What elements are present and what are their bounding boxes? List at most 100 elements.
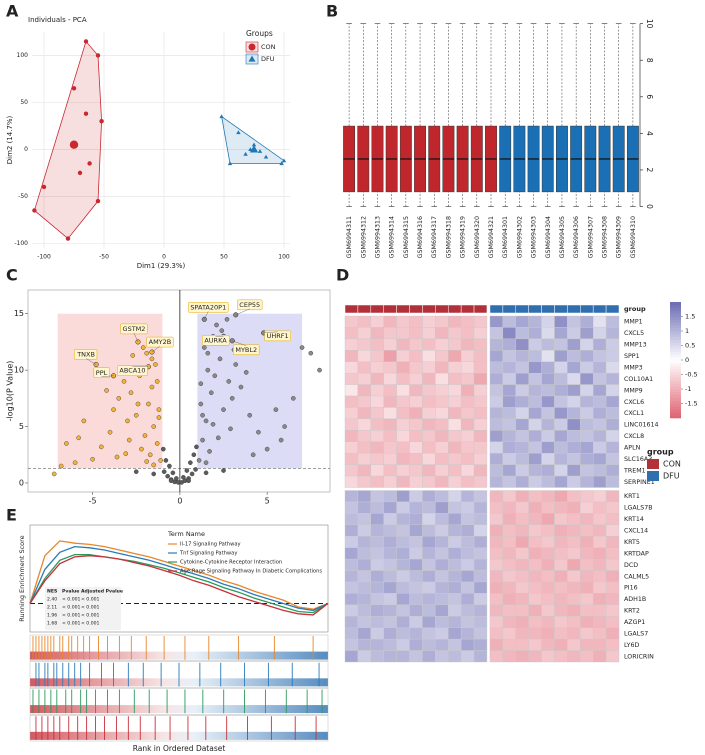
heatmap-cell <box>473 593 488 606</box>
chart-title: Individuals - PCA <box>28 16 87 24</box>
point <box>200 412 205 418</box>
heatmap-cell <box>502 453 516 465</box>
point <box>191 452 197 458</box>
heatmap-cell <box>460 350 475 362</box>
point <box>212 373 218 379</box>
heatmap-cell <box>554 453 568 465</box>
table-header: Pvalue <box>62 589 79 595</box>
heatmap-cell <box>396 547 410 560</box>
heatmap-cell <box>409 490 423 503</box>
colorbar-step <box>670 345 681 349</box>
heatmap-cell <box>370 536 384 548</box>
y-tick-label: 50 <box>20 99 28 106</box>
heatmap-cell <box>580 430 594 442</box>
heatmap-cell <box>580 536 594 548</box>
point <box>202 345 207 350</box>
point <box>160 446 166 452</box>
heatmap-cell <box>541 361 555 374</box>
rank-band <box>30 651 328 660</box>
heatmap-cell <box>541 475 555 488</box>
table-cell: < 0.001 <box>81 605 100 611</box>
heatmap-cell <box>554 650 568 663</box>
point <box>167 463 172 469</box>
y-tick-label: 100 <box>17 52 29 59</box>
colorbar-step <box>670 400 681 404</box>
heatmap-cell <box>502 430 516 442</box>
colorbar-step <box>670 316 681 320</box>
heatmap-cell <box>528 441 542 454</box>
heatmap-cell <box>554 593 568 606</box>
legend-swatch <box>647 459 659 469</box>
heatmap-cell <box>592 581 607 594</box>
x-tick-label: GSM6994306 <box>573 216 580 258</box>
table-cell: < 0.001 <box>81 613 100 619</box>
heatmap-cell <box>383 638 397 651</box>
heatmap-cell <box>383 350 397 362</box>
heatmap-cell <box>515 513 529 525</box>
heatmap-cell <box>357 350 372 362</box>
heatmap-cell <box>344 453 359 465</box>
legend-label: CON <box>261 43 276 51</box>
heatmap-cell <box>541 536 555 548</box>
heatmap-cell <box>554 407 568 420</box>
heatmap-cell <box>344 441 359 454</box>
heatmap-cell <box>541 430 555 442</box>
legend-label: DFU <box>663 472 680 481</box>
colorbar-step <box>670 412 681 416</box>
heatmap-cell <box>383 453 397 465</box>
colorbar-step <box>670 391 681 396</box>
row-label: KRT2 <box>624 608 640 615</box>
heatmap-cell <box>435 407 449 420</box>
heatmap-cell <box>528 407 542 420</box>
heatmap-cell <box>528 627 542 640</box>
heatmap-cell <box>489 430 504 442</box>
point <box>282 424 287 429</box>
heatmap-cell <box>357 604 372 617</box>
colorbar-step <box>670 409 681 413</box>
heatmap-cell <box>502 524 516 537</box>
heatmap-cell <box>580 338 594 351</box>
heatmap-cell <box>396 627 410 640</box>
point <box>194 444 199 450</box>
heatmap-cell <box>502 315 516 328</box>
heatmap-cell <box>515 558 529 571</box>
heatmap-cell <box>435 638 449 651</box>
point <box>107 429 113 435</box>
colorbar-step <box>670 371 681 375</box>
enrichment-line <box>29 555 329 616</box>
heatmap-cell <box>370 361 384 374</box>
heatmap-cell <box>489 407 504 420</box>
x-tick-label: -50 <box>99 254 109 261</box>
x-tick-label: GSM6994315 <box>403 216 410 258</box>
heatmap-cell <box>383 558 397 571</box>
heatmap-cell <box>554 384 568 397</box>
heatmap-cell <box>528 593 542 606</box>
colorbar-step <box>670 310 681 314</box>
heatmap-cell <box>502 350 516 362</box>
heatmap-cell <box>541 513 555 525</box>
point <box>104 388 109 393</box>
heatmap-cell <box>605 453 620 465</box>
heatmap-cell <box>344 418 359 431</box>
x-tick-label: GSM6994314 <box>389 216 396 258</box>
heatmap-cell <box>422 453 436 465</box>
heatmap-cell <box>435 372 449 385</box>
table-header: Adjusted Pvalue <box>81 589 123 595</box>
point <box>278 437 284 443</box>
heatmap-cell <box>541 350 555 362</box>
legend-swatch <box>647 471 659 481</box>
point <box>233 362 239 367</box>
heatmap-cell <box>605 616 620 628</box>
y-tick-label: 10 <box>14 366 24 375</box>
point <box>149 356 155 362</box>
heatmap-cell <box>592 593 607 606</box>
heatmap-cell <box>422 338 436 351</box>
heatmap-cell <box>541 490 555 503</box>
heatmap-cell <box>515 395 529 408</box>
colorbar-step <box>670 336 681 340</box>
heatmap-cell <box>383 604 397 617</box>
heatmap-cell <box>473 441 488 454</box>
point <box>139 446 144 452</box>
group-bar-cell <box>370 304 384 314</box>
heatmap-cell <box>473 395 488 408</box>
